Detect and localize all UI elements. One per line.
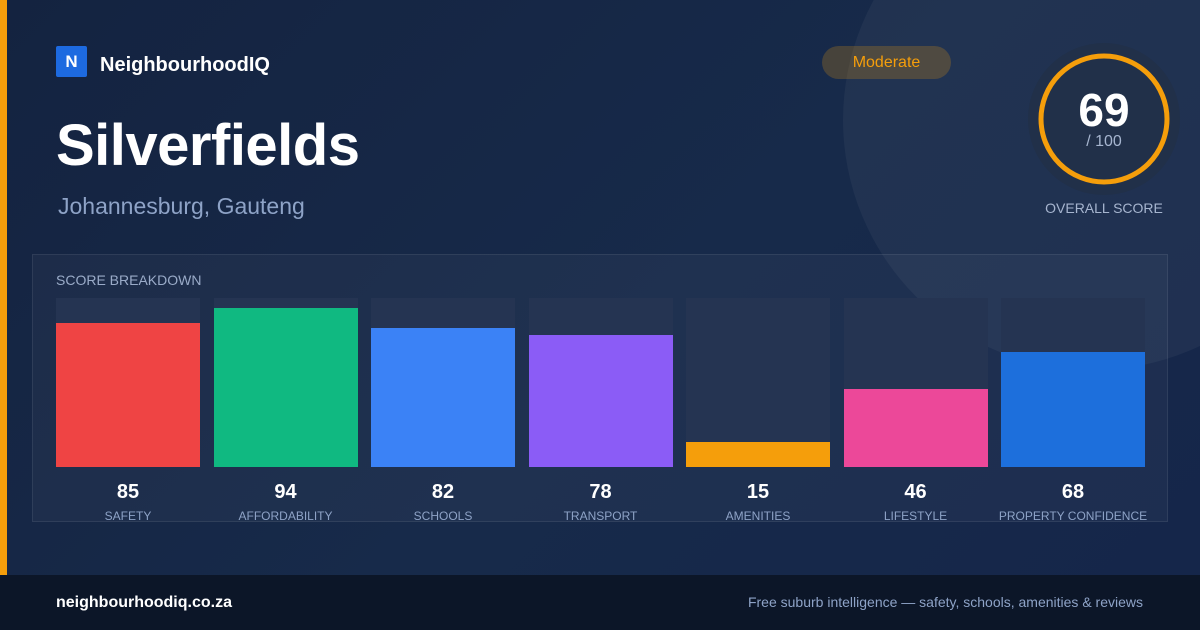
score-breakdown-chart: SCORE BREAKDOWN 85 SAFETY 94 AFFORDABILITY 8… — [32, 254, 1168, 523]
bar-track — [371, 298, 515, 467]
bar-column: 46 LIFESTYLE — [843, 298, 988, 523]
bar — [1001, 352, 1145, 467]
bar-track — [843, 298, 988, 467]
bar-value-label: 46 — [904, 481, 927, 503]
footer: neighbourhoodiq.co.za Free suburb intell… — [0, 575, 1200, 630]
bar-track — [56, 298, 200, 467]
bar-value-label: 82 — [431, 481, 455, 503]
bar — [56, 323, 200, 467]
chart-title: SCORE BREAKDOWN — [56, 272, 202, 288]
bar-category-label: SAFETY — [104, 509, 152, 523]
bar-category-label: SCHOOLS — [413, 509, 473, 523]
bar-track — [1001, 298, 1145, 467]
bar-track — [686, 298, 830, 467]
bar-category-label: AFFORDABILITY — [238, 509, 333, 523]
overall-score-max: / 100 — [1086, 133, 1122, 150]
bar-column: 78 TRANSPORT — [528, 298, 673, 523]
rating-badge: Moderate — [822, 46, 951, 79]
bar-column: 94 AFFORDABILITY — [213, 298, 358, 523]
bar-category-label: PROPERTY CONFIDENCE — [998, 509, 1148, 523]
bar-column: 85 SAFETY — [56, 298, 200, 523]
gauge-ring — [1028, 43, 1180, 195]
bar — [371, 328, 515, 467]
brand[interactable]: N NeighbourhoodIQ — [56, 46, 270, 77]
bar-category-label: AMENITIES — [725, 509, 791, 523]
overall-score-value: 69 — [1078, 84, 1130, 136]
footer-domain-link[interactable]: neighbourhoodiq.co.za — [56, 594, 232, 611]
bar-value-label: 94 — [274, 481, 297, 503]
bar-category-label: TRANSPORT — [563, 509, 638, 523]
bar-track — [213, 298, 358, 467]
score-card: N NeighbourhoodIQ Silverfields Johannesb… — [0, 0, 1200, 575]
bar-category-label: LIFESTYLE — [883, 509, 948, 523]
bar — [686, 442, 830, 467]
suburb-location: Johannesburg, Gauteng — [58, 193, 305, 219]
bar-column: 82 SCHOOLS — [371, 298, 515, 523]
footer-tagline: Free suburb intelligence — safety, schoo… — [747, 594, 1143, 610]
bar-value-label: 78 — [589, 481, 612, 503]
gauge-arc — [1038, 53, 1170, 185]
bar-column: 68 PROPERTY CONFIDENCE — [999, 298, 1147, 523]
bar-column: 15 AMENITIES — [686, 298, 830, 523]
bar-value-label: 15 — [746, 481, 770, 503]
bar — [528, 335, 673, 467]
bar-track — [528, 298, 673, 467]
accent-strip — [0, 0, 7, 575]
overall-score-gauge: 69 / 100 — [1028, 43, 1180, 195]
suburb-title: Silverfields — [56, 113, 360, 178]
brand-name: NeighbourhoodIQ — [100, 54, 270, 76]
bar — [843, 389, 988, 467]
logo-icon: N — [56, 46, 87, 77]
overall-score-caption: OVERALL SCORE — [1045, 200, 1163, 216]
bar — [213, 308, 358, 467]
bar-value-label: 68 — [1061, 481, 1085, 503]
bar-value-label: 85 — [116, 481, 140, 503]
